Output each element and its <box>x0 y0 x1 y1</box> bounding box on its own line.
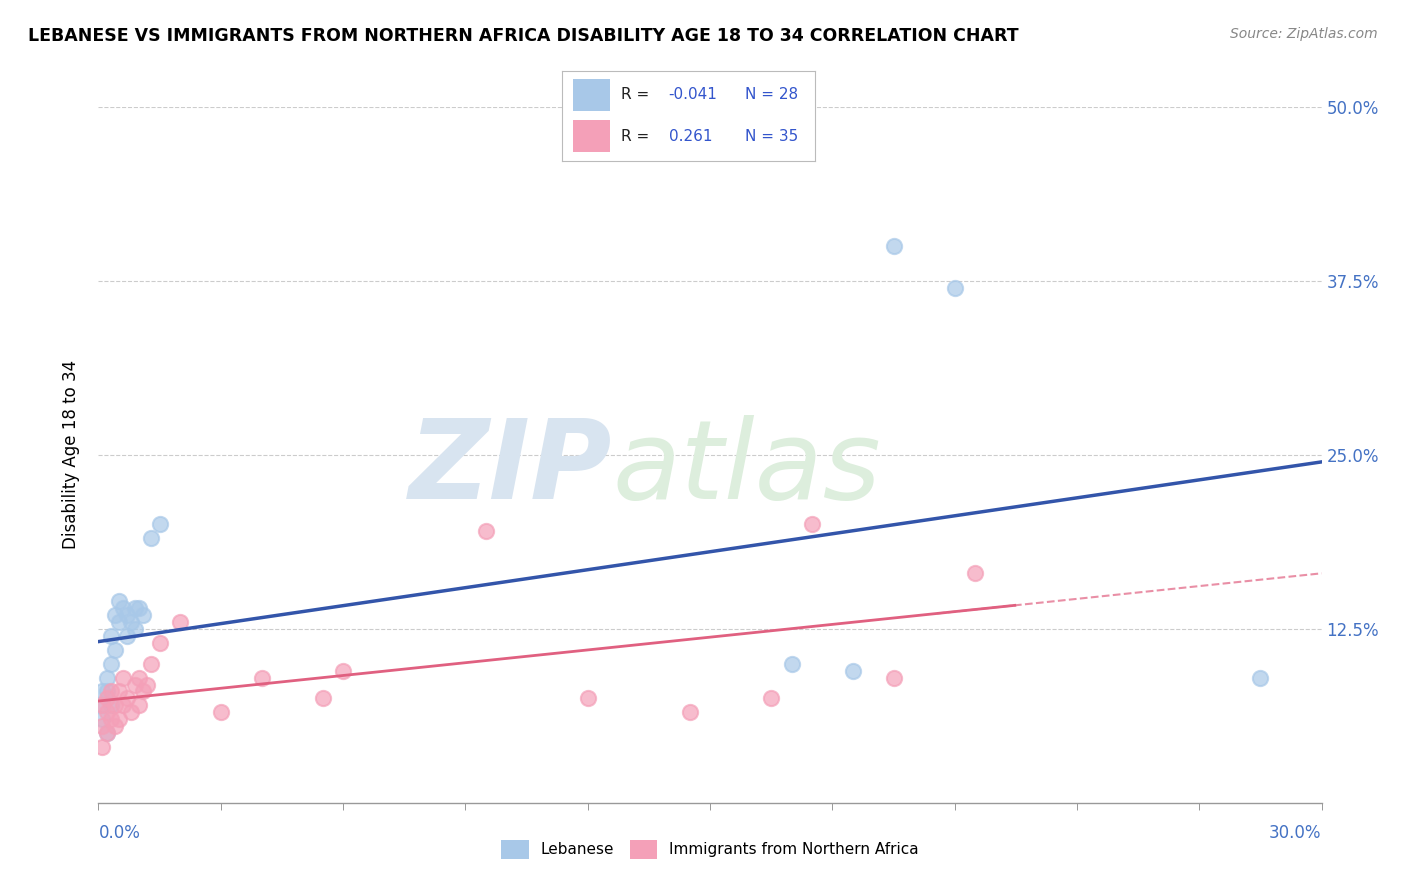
Point <box>96 691 118 706</box>
Point <box>124 622 146 636</box>
Point <box>115 607 138 622</box>
Point <box>111 671 134 685</box>
Point <box>120 615 142 629</box>
Point <box>132 684 155 698</box>
Point <box>96 706 118 720</box>
Point <box>96 684 118 698</box>
Point <box>169 615 191 629</box>
Point <box>124 677 146 691</box>
Text: LEBANESE VS IMMIGRANTS FROM NORTHERN AFRICA DISABILITY AGE 18 TO 34 CORRELATION : LEBANESE VS IMMIGRANTS FROM NORTHERN AFR… <box>28 27 1019 45</box>
Point <box>108 615 131 629</box>
Point <box>128 671 150 685</box>
Point <box>576 691 599 706</box>
Text: 0.0%: 0.0% <box>98 823 141 842</box>
Point <box>100 629 122 643</box>
Point <box>124 601 146 615</box>
Point <box>108 684 131 698</box>
Point <box>149 517 172 532</box>
Text: ZIP: ZIP <box>409 416 612 523</box>
Point <box>780 657 803 671</box>
Point <box>141 532 163 546</box>
Point <box>111 698 134 713</box>
Point <box>1249 671 1271 685</box>
Point <box>136 677 159 691</box>
Text: Source: ZipAtlas.com: Source: ZipAtlas.com <box>1230 27 1378 41</box>
Point <box>883 671 905 685</box>
Point <box>96 671 118 685</box>
Point <box>883 239 905 253</box>
Point <box>91 684 114 698</box>
Point <box>128 698 150 713</box>
Text: R =: R = <box>620 87 648 103</box>
Point <box>132 607 155 622</box>
Point <box>965 566 987 581</box>
Point <box>91 740 114 755</box>
Point <box>108 594 131 608</box>
Point <box>104 698 127 713</box>
Point <box>312 691 335 706</box>
Text: 0.261: 0.261 <box>669 128 713 144</box>
Point <box>115 629 138 643</box>
Point <box>104 719 127 733</box>
Point <box>761 691 783 706</box>
Point <box>209 706 232 720</box>
Text: 30.0%: 30.0% <box>1270 823 1322 842</box>
Legend: Lebanese, Immigrants from Northern Africa: Lebanese, Immigrants from Northern Afric… <box>495 834 925 864</box>
Text: atlas: atlas <box>612 416 880 523</box>
Point <box>841 664 863 678</box>
Point <box>250 671 273 685</box>
Point <box>943 281 966 295</box>
Point <box>141 657 163 671</box>
Point <box>120 706 142 720</box>
Text: -0.041: -0.041 <box>669 87 717 103</box>
Point <box>128 601 150 615</box>
Point <box>100 684 122 698</box>
Point <box>100 712 122 726</box>
Y-axis label: Disability Age 18 to 34: Disability Age 18 to 34 <box>62 360 80 549</box>
Text: N = 35: N = 35 <box>745 128 797 144</box>
Point <box>104 642 127 657</box>
Point <box>100 657 122 671</box>
Point <box>91 712 114 726</box>
Point <box>91 698 114 713</box>
Point <box>108 712 131 726</box>
Point <box>111 601 134 615</box>
Point <box>332 664 354 678</box>
Point <box>104 607 127 622</box>
Point <box>679 706 702 720</box>
Point <box>100 698 122 713</box>
Point <box>474 524 498 539</box>
Point <box>91 698 114 713</box>
Bar <box>572 120 610 152</box>
Point <box>801 517 824 532</box>
Point <box>115 691 138 706</box>
Text: N = 28: N = 28 <box>745 87 797 103</box>
Point <box>91 719 114 733</box>
Text: R =: R = <box>620 128 648 144</box>
Point <box>96 726 118 740</box>
Point <box>96 726 118 740</box>
Bar <box>572 79 610 111</box>
Point <box>149 636 172 650</box>
